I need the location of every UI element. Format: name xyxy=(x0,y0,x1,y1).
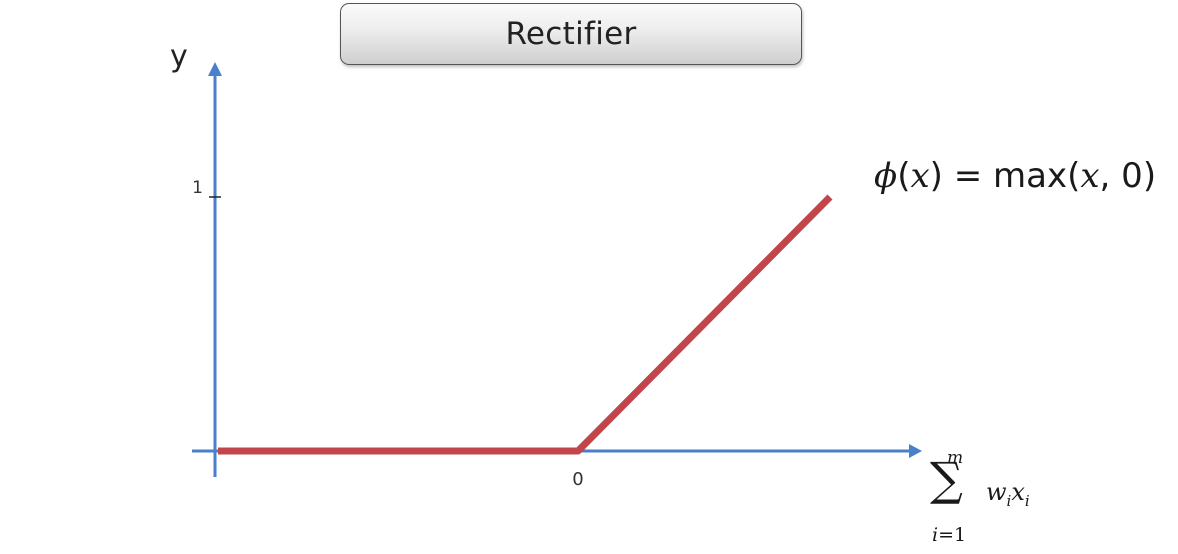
sum-upper-limit: m xyxy=(947,448,964,468)
series-layer xyxy=(218,194,833,455)
sum-term: wixi xyxy=(986,478,1030,510)
sum-lower-start: 1 xyxy=(954,524,967,546)
x-axis-arrow xyxy=(909,444,922,458)
y-axis-label: y xyxy=(170,39,188,74)
formula-phi: ϕ xyxy=(874,156,898,196)
axes xyxy=(192,62,922,477)
formula-arg-zero: 0 xyxy=(1121,156,1143,196)
function-formula: ϕ(x) = max(x, 0) xyxy=(874,156,1156,196)
formula-lparen: ( xyxy=(897,156,911,196)
chart-title-box: Rectifier xyxy=(340,3,802,65)
formula-var-x: x xyxy=(910,156,930,196)
formula-max: max xyxy=(993,156,1068,196)
sum-lower-limit: i=1 xyxy=(932,524,966,546)
formula-args-rparen: ) xyxy=(1142,156,1157,196)
y-tick-label-0: 1 xyxy=(192,178,203,198)
y-axis-arrow xyxy=(208,62,222,76)
x-tick-label-0: 0 xyxy=(572,469,583,490)
formula-arg-x: x xyxy=(1080,156,1100,196)
sum-term-x-sub: i xyxy=(1024,491,1030,510)
ticks: 10 xyxy=(192,178,584,490)
sum-term-w: w xyxy=(986,478,1007,506)
sum-lower-eq: = xyxy=(938,524,954,546)
sum-term-w-sub: i xyxy=(1006,491,1012,510)
formula-equals: = xyxy=(942,156,994,196)
sum-lower-index: i xyxy=(932,524,939,546)
sum-sigma: ∑ xyxy=(930,452,963,506)
formula-comma: , xyxy=(1099,156,1122,196)
formula-args-lparen: ( xyxy=(1067,156,1081,196)
sum-term-x: x xyxy=(1011,478,1025,506)
x-axis-label: m ∑ wixi i=1 xyxy=(928,448,1048,552)
chart-title: Rectifier xyxy=(505,16,637,52)
series-line-0 xyxy=(218,194,833,455)
formula-rparen: ) xyxy=(929,156,943,196)
